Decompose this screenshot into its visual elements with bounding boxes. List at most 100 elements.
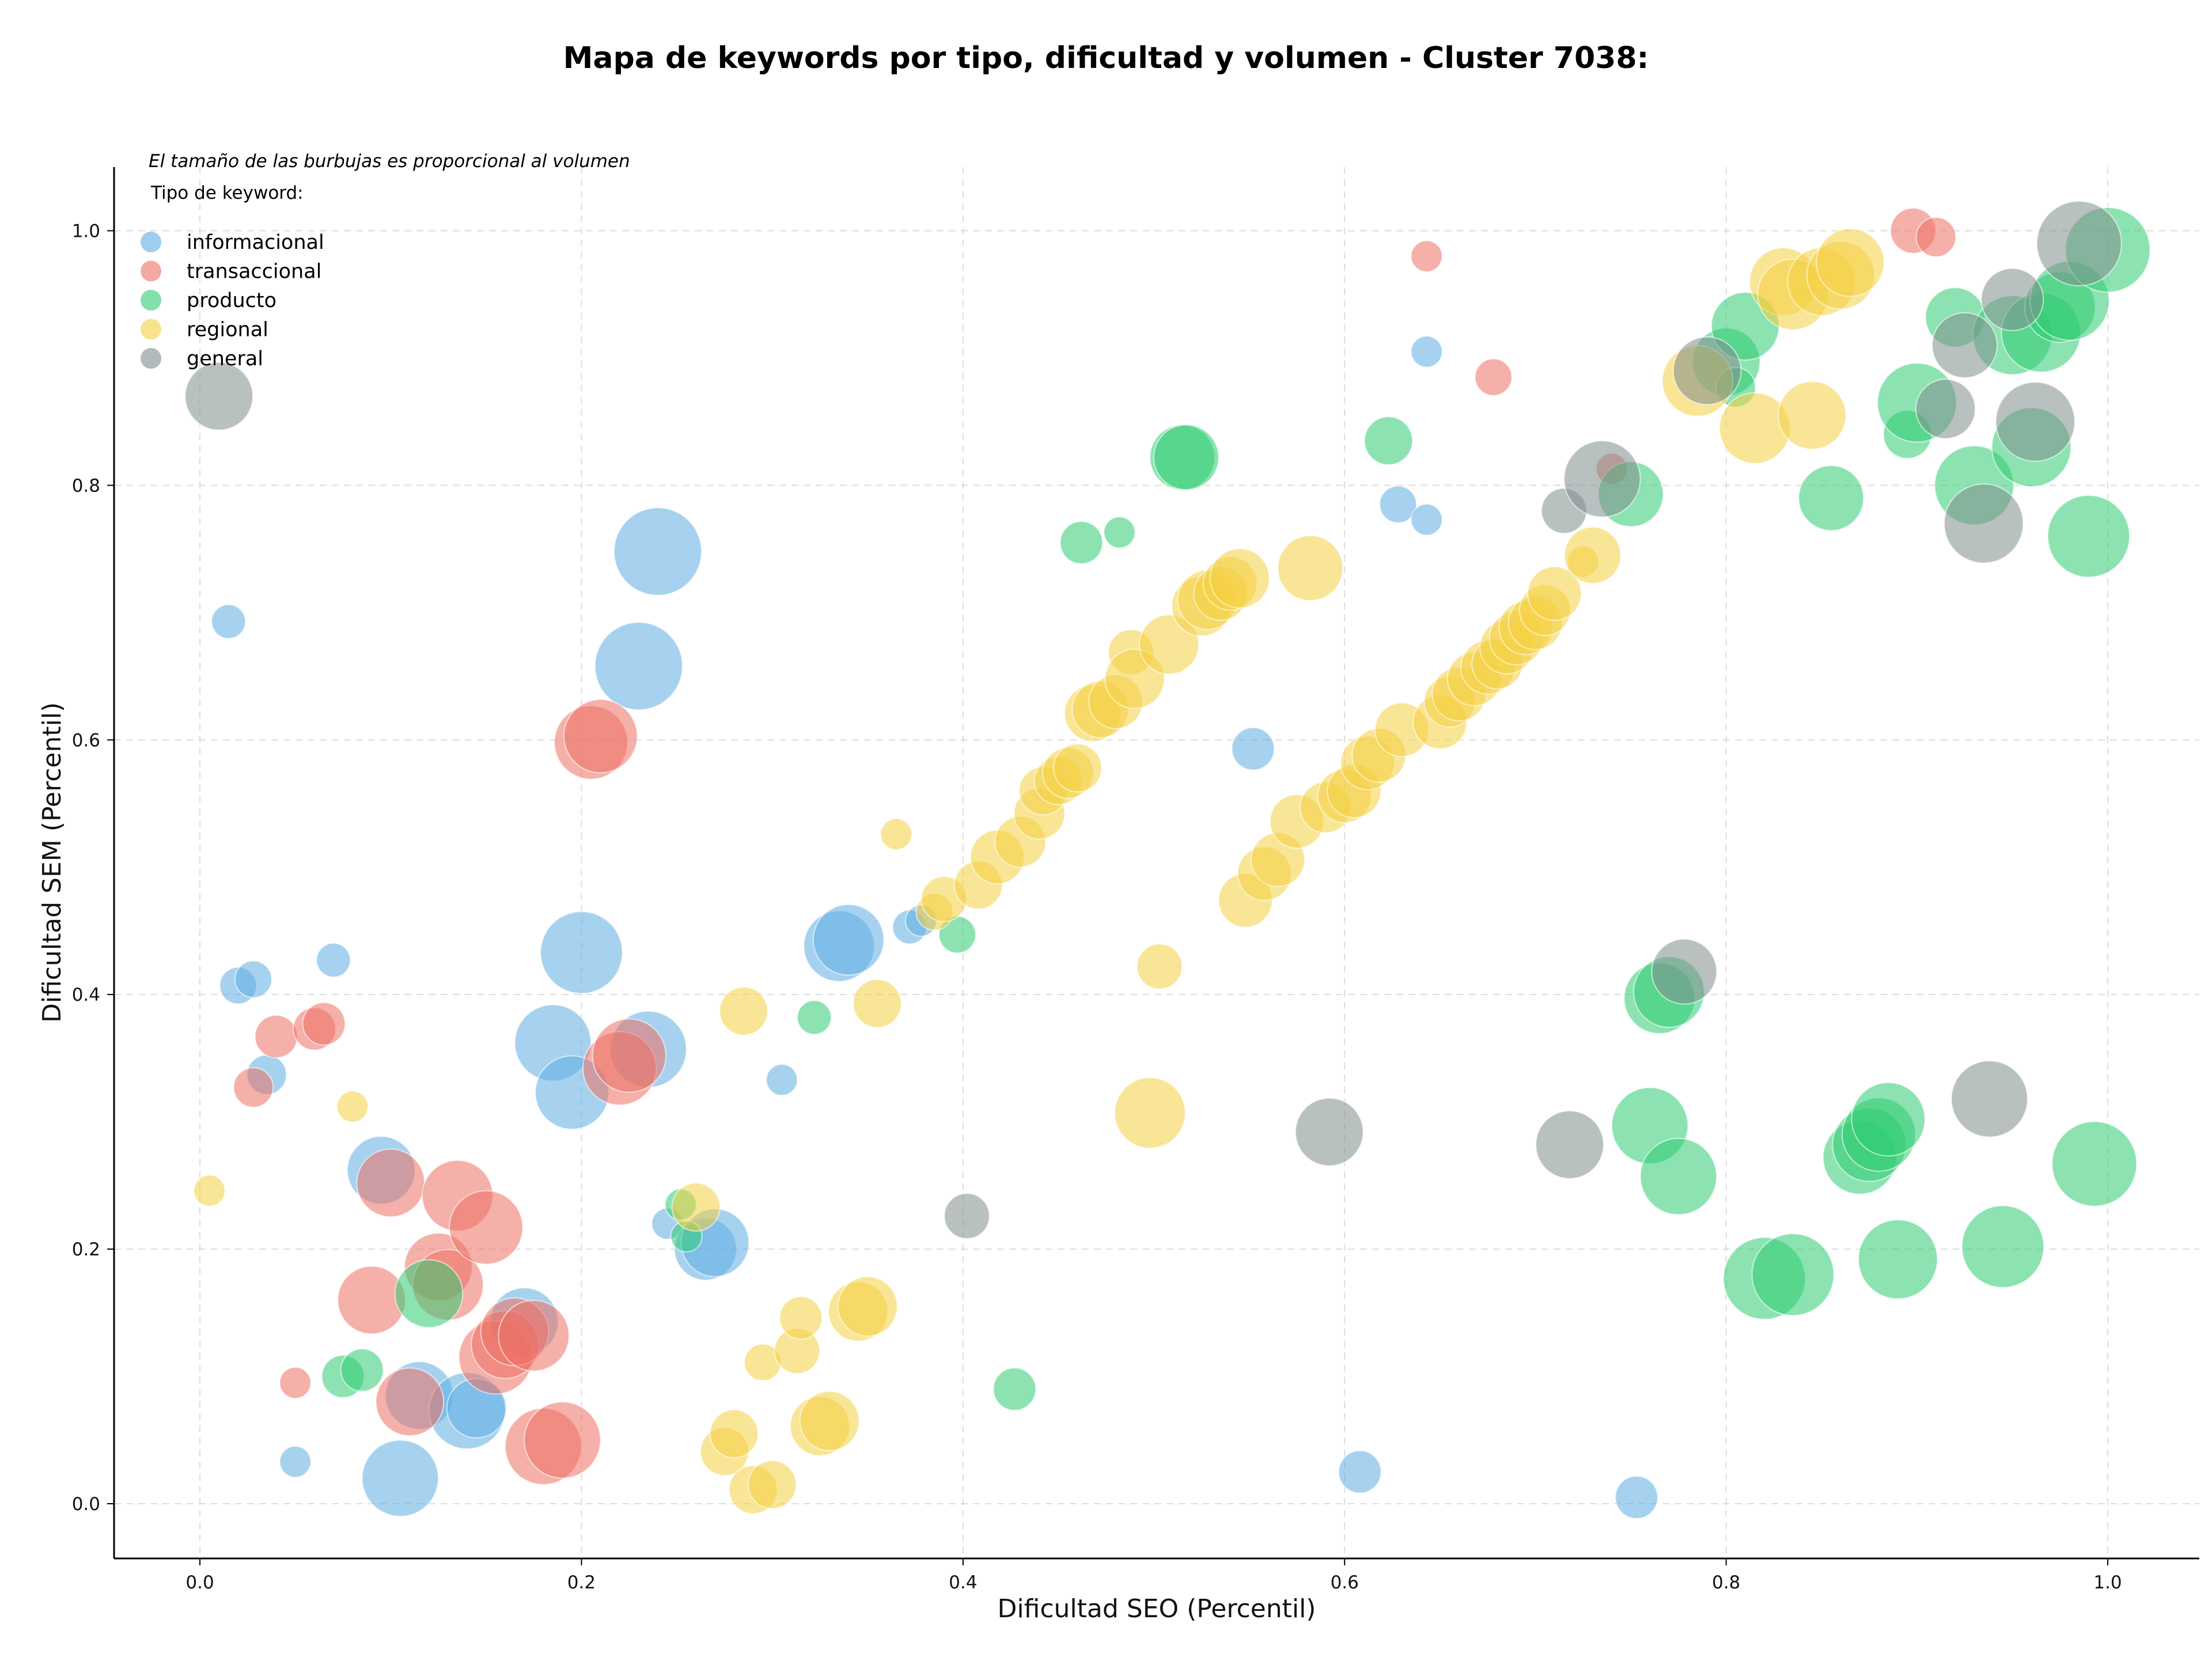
bubble-regional <box>1719 392 1791 464</box>
bubble-regional <box>1816 228 1885 297</box>
bubble-regional <box>1527 566 1582 621</box>
bubble-informacional <box>594 622 683 711</box>
legend-label-informacional: informacional <box>187 231 324 254</box>
bubble-producto <box>1363 416 1414 466</box>
bubble-regional <box>1277 535 1344 601</box>
y-tick-label: 0.8 <box>72 475 100 496</box>
bubble-regional <box>671 1182 721 1232</box>
series-producto <box>321 207 2151 1411</box>
bubble-producto <box>2047 494 2130 578</box>
bubble-regional <box>779 1296 823 1340</box>
bubble-producto <box>1103 516 1136 549</box>
bubble-transaccional <box>1474 358 1513 396</box>
legend-marker-producto <box>141 290 161 311</box>
bubble-regional <box>880 818 912 850</box>
bubble-informacional <box>1379 485 1417 524</box>
bubble-producto <box>1798 465 1865 531</box>
ticks-layer: 0.0 0.2 0.4 0.6 0.8 1.0 0.0 0.2 0.4 0.6 0.8 1.0 <box>72 221 2122 1593</box>
bubble-transaccional <box>254 1015 298 1058</box>
bubble-informacional <box>361 1439 439 1518</box>
y-tick-label: 0.2 <box>72 1239 100 1260</box>
bubble-informacional <box>234 960 272 998</box>
bubble-informacional <box>316 943 351 978</box>
bubble-regional <box>799 1390 860 1451</box>
bubble-transaccional <box>524 1401 601 1479</box>
x-tick-label: 0.4 <box>949 1572 977 1593</box>
legend-marker-transaccional <box>141 260 161 282</box>
x-tick-label: 0.0 <box>185 1572 214 1593</box>
bubble-regional <box>853 979 902 1028</box>
bubble-regional <box>719 986 768 1036</box>
bubble-regional <box>1114 1077 1186 1149</box>
y-tick-label: 1.0 <box>72 221 100 241</box>
bubble-informacional <box>1338 1450 1382 1494</box>
x-tick-label: 0.6 <box>1331 1572 1359 1593</box>
bubble-transaccional <box>302 1002 346 1046</box>
x-axis-label: Dificultad SEO (Percentil) <box>998 1594 1316 1624</box>
bubble-general <box>1950 1060 2028 1138</box>
bubble-general <box>1294 1098 1364 1167</box>
bubble-producto <box>394 1259 464 1329</box>
legend-marker-informacional <box>141 232 161 252</box>
bubble-producto <box>1851 1082 1926 1157</box>
bubble-informacional <box>1231 727 1275 771</box>
bubble-transaccional <box>233 1067 274 1108</box>
legend-marker-regional <box>141 319 161 340</box>
x-tick-label: 0.8 <box>1712 1572 1740 1593</box>
bubble-size-note: El tamaño de las burbujas es proporciona… <box>149 151 630 172</box>
bubble-regional <box>747 1460 797 1509</box>
bubble-regional <box>1209 548 1270 609</box>
bubble-producto <box>993 1367 1037 1411</box>
bubble-general <box>1995 381 2075 462</box>
bubble-producto <box>340 1348 384 1392</box>
x-tick-label: 1.0 <box>2093 1572 2122 1593</box>
bubble-regional <box>1052 743 1103 793</box>
y-axis-label: Dificultad SEM (Percentil) <box>37 702 67 1023</box>
bubble-informacional <box>540 911 623 994</box>
series-transaccional <box>233 207 1957 1485</box>
legend-label-regional: regional <box>187 319 268 342</box>
bubble-producto <box>797 1000 832 1035</box>
points-layer <box>184 200 2151 1519</box>
bubble-informacional <box>812 903 885 976</box>
bubble-producto <box>1639 1137 1718 1216</box>
legend-label-general: general <box>187 347 263 370</box>
y-tick-label: 0.0 <box>72 1494 100 1515</box>
bubble-regional <box>837 1276 898 1337</box>
bubble-transaccional <box>1915 217 1957 258</box>
series-general <box>184 200 2122 1239</box>
bubble-informacional <box>613 507 702 596</box>
bubble-informacional <box>1410 335 1443 368</box>
bubble-transaccional <box>449 1190 524 1265</box>
bubble-general <box>1944 483 2024 564</box>
legend-title: Tipo de keyword: <box>150 183 304 203</box>
bubble-general <box>1651 939 1718 1005</box>
bubble-general <box>1535 1110 1604 1179</box>
bubble-transaccional <box>1410 240 1443 273</box>
bubble-transaccional <box>279 1367 312 1399</box>
x-tick-label: 0.2 <box>567 1572 596 1593</box>
bubble-informacional <box>1410 504 1443 536</box>
bubble-informacional <box>1615 1475 1658 1519</box>
bubble-informacional <box>279 1446 312 1478</box>
bubble-general <box>1931 312 1998 379</box>
bubble-regional <box>1777 381 1847 450</box>
bubble-regional <box>1136 943 1183 990</box>
bubble-regional <box>336 1090 369 1123</box>
bubble-general <box>944 1193 990 1239</box>
legend: informacional transaccional producto region… <box>141 231 324 370</box>
bubble-producto <box>1059 521 1103 565</box>
bubble-regional <box>709 1409 759 1459</box>
y-tick-label: 0.6 <box>72 730 100 751</box>
bubble-transaccional <box>563 699 638 774</box>
bubble-general <box>1980 267 2044 331</box>
bubble-transaccional <box>592 1018 666 1093</box>
legend-label-producto: producto <box>187 289 276 312</box>
bubble-general <box>2036 200 2122 287</box>
legend-label-transaccional: transaccional <box>187 260 321 283</box>
bubble-producto <box>1961 1205 2044 1288</box>
bubble-producto <box>1751 1233 1835 1316</box>
chart-title: Mapa de keywords por tipo, dificultad y … <box>563 41 1649 75</box>
legend-marker-general <box>141 348 161 369</box>
